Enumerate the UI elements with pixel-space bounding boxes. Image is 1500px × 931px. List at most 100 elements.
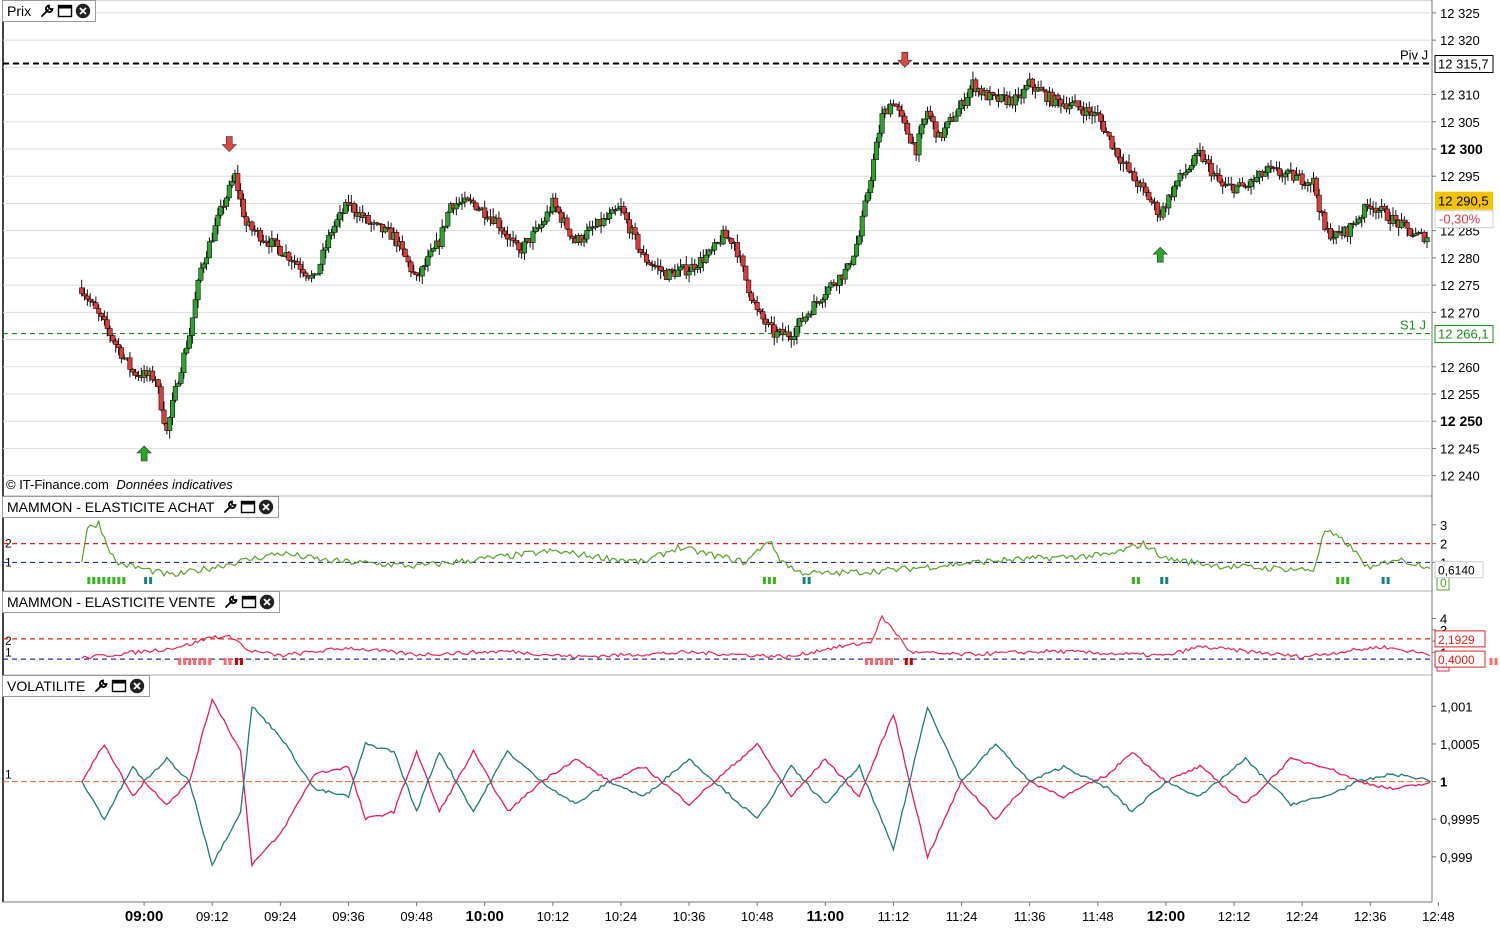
buy-elasticity-signal-marker bbox=[107, 577, 111, 584]
price-candle bbox=[286, 250, 292, 267]
price-candle bbox=[1109, 135, 1115, 150]
candle-body bbox=[1041, 89, 1047, 92]
price-candle bbox=[1282, 171, 1288, 185]
candle-body bbox=[99, 313, 105, 317]
price-candle bbox=[533, 220, 539, 234]
price-candle bbox=[365, 211, 371, 225]
candle-body bbox=[601, 218, 607, 226]
wrench-icon[interactable] bbox=[223, 594, 239, 610]
window-icon[interactable] bbox=[57, 3, 73, 19]
candle-body bbox=[277, 246, 283, 256]
candle-body bbox=[1086, 107, 1092, 113]
close-icon[interactable] bbox=[258, 499, 274, 515]
price-candle bbox=[442, 225, 448, 232]
price-candle bbox=[275, 233, 281, 255]
close-icon[interactable] bbox=[129, 678, 145, 694]
candle-body bbox=[556, 206, 562, 213]
price-candle bbox=[96, 304, 102, 322]
volatility-panel-header: VOLATILITE bbox=[2, 675, 151, 697]
candle-body bbox=[1214, 173, 1220, 176]
candle-body bbox=[615, 208, 621, 211]
price-candle bbox=[272, 238, 278, 247]
sell-elasticity-signal-marker bbox=[188, 658, 192, 665]
candle-body bbox=[209, 240, 215, 243]
candle-body bbox=[553, 197, 559, 208]
wrench-icon[interactable] bbox=[93, 678, 109, 694]
candle-body bbox=[1103, 131, 1109, 133]
candle-body bbox=[644, 254, 650, 263]
candle-body bbox=[504, 233, 510, 240]
price-candle bbox=[226, 180, 232, 201]
candle-body bbox=[896, 106, 902, 111]
candle-body bbox=[195, 280, 201, 301]
price-candle bbox=[842, 263, 848, 285]
price-candle bbox=[905, 119, 911, 135]
price-candle bbox=[1413, 227, 1419, 236]
price-candle bbox=[581, 233, 587, 248]
candle-body bbox=[856, 235, 862, 245]
buy-elasticity-signal-marker bbox=[807, 577, 811, 584]
candle-body bbox=[678, 266, 684, 271]
candle-body bbox=[317, 264, 323, 275]
wrench-icon[interactable] bbox=[222, 499, 238, 515]
candle-body bbox=[212, 225, 218, 242]
sell-elasticity-signal-marker bbox=[193, 658, 197, 665]
sell-elasticity-signal-marker bbox=[178, 658, 182, 665]
close-icon[interactable] bbox=[259, 594, 275, 610]
buy-elasticity-signal-marker bbox=[772, 577, 776, 584]
candle-body bbox=[107, 328, 113, 336]
wrench-icon[interactable] bbox=[39, 3, 55, 19]
price-candle bbox=[956, 100, 962, 117]
price-candle bbox=[1376, 207, 1382, 219]
price-candle bbox=[90, 299, 96, 306]
candle-body bbox=[774, 331, 780, 338]
candle-body bbox=[326, 234, 332, 249]
price-candle bbox=[314, 273, 320, 276]
close-icon[interactable] bbox=[75, 3, 91, 19]
price-candle bbox=[184, 340, 190, 356]
candle-body bbox=[922, 118, 928, 125]
price-candle bbox=[644, 249, 650, 266]
price-candle bbox=[206, 237, 212, 259]
candle-body bbox=[1262, 172, 1268, 177]
candle-body bbox=[521, 241, 527, 254]
price-candle bbox=[1313, 176, 1319, 199]
buy-elasticity-signal-marker bbox=[97, 577, 101, 584]
price-candle bbox=[774, 326, 780, 343]
candle-body bbox=[578, 235, 584, 243]
candle-body bbox=[263, 240, 269, 243]
candle-body bbox=[221, 205, 227, 208]
candle-body bbox=[695, 267, 701, 270]
candle-body bbox=[530, 231, 536, 243]
price-candle bbox=[1024, 80, 1030, 91]
candle-body bbox=[343, 201, 349, 214]
price-candle bbox=[1393, 210, 1399, 228]
price-candle bbox=[107, 325, 113, 343]
volatility-tick-label: 1,001 bbox=[1440, 699, 1473, 714]
candle-body bbox=[1336, 231, 1342, 234]
price-candle bbox=[1100, 114, 1106, 135]
price-candle bbox=[692, 258, 698, 276]
buy-elasticity-signal-marker bbox=[122, 577, 126, 584]
price-candle bbox=[127, 352, 133, 378]
price-candle bbox=[496, 211, 502, 235]
candle-body bbox=[1188, 165, 1194, 170]
window-icon[interactable] bbox=[241, 594, 257, 610]
candle-body bbox=[734, 242, 740, 258]
candle-body bbox=[811, 301, 817, 315]
time-tick-label: 12:48 bbox=[1422, 909, 1455, 924]
candle-body bbox=[1149, 199, 1155, 203]
candle-body bbox=[942, 127, 948, 138]
candle-body bbox=[297, 264, 303, 270]
candle-body bbox=[1058, 99, 1064, 107]
price-candle bbox=[1115, 147, 1121, 161]
price-candle bbox=[1106, 131, 1112, 141]
buy-signal-arrow bbox=[136, 445, 152, 462]
window-icon[interactable] bbox=[240, 499, 256, 515]
candle-body bbox=[275, 239, 281, 247]
candle-body bbox=[865, 192, 871, 202]
window-icon[interactable] bbox=[111, 678, 127, 694]
candle-body bbox=[192, 299, 198, 319]
candle-body bbox=[1118, 156, 1124, 164]
